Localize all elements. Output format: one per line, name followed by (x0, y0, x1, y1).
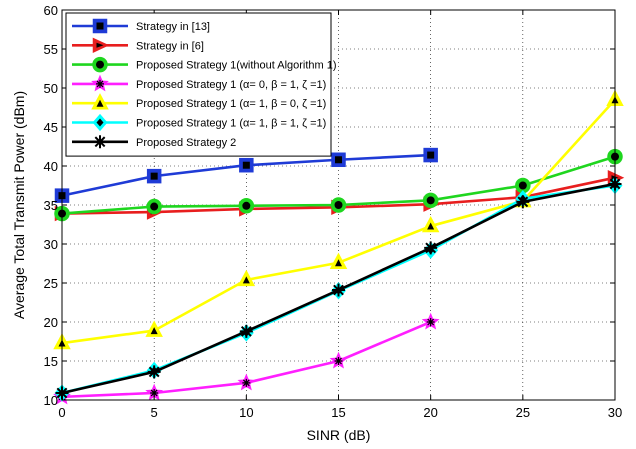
data-point-core (335, 156, 342, 164)
x-tick-label: 0 (58, 405, 65, 420)
legend-item: Proposed Strategy 1 (α= 1, β = 0, ζ =1) (72, 93, 326, 110)
data-point (332, 283, 345, 297)
data-point-core (150, 172, 158, 180)
y-axis-label: Average Total Transmit Power (dBm) (11, 91, 27, 319)
legend-label: Strategy in [13] (136, 21, 210, 33)
x-tick-label: 30 (608, 405, 622, 420)
legend-item: Proposed Strategy 1 (α= 1, β = 1, ζ =1) (72, 113, 326, 132)
legend-label: Proposed Strategy 2 (136, 137, 236, 149)
y-tick-label: 30 (44, 237, 58, 252)
legend-marker-core (96, 99, 104, 107)
y-tick-label: 50 (44, 81, 58, 96)
legend-marker (93, 135, 107, 149)
legend-label: Proposed Strategy 1 (α= 1, β = 0, ζ =1) (136, 98, 326, 110)
x-axis-label: SINR (dB) (307, 427, 371, 443)
y-tick-label: 15 (44, 354, 58, 369)
x-tick-label: 5 (151, 405, 158, 420)
data-point-core (334, 201, 343, 209)
legend-item: Strategy in [13] (72, 18, 210, 34)
data-point-core (242, 276, 250, 284)
data-point-core (150, 327, 158, 335)
legend-marker-core (96, 60, 104, 69)
x-tick-label: 15 (331, 405, 345, 420)
legend-marker-core (96, 118, 104, 127)
data-point-core (150, 388, 159, 397)
data-point-core (242, 201, 251, 210)
y-tick-label: 55 (44, 42, 58, 57)
data-point-core (426, 196, 435, 205)
legend-item: Proposed Strategy 1(without Algorithm 1) (72, 56, 337, 73)
data-point-core (334, 357, 343, 365)
legend-label: Proposed Strategy 1(without Algorithm 1) (136, 60, 337, 72)
y-tick-label: 45 (44, 120, 58, 135)
data-point-core (427, 222, 435, 230)
legend: Strategy in [13] Strategy in [6] Proposed … (65, 12, 337, 157)
data-point (147, 365, 161, 379)
legend-label: Strategy in [6] (136, 40, 204, 52)
x-tick-label: 25 (516, 405, 530, 420)
y-tick-label: 25 (44, 276, 58, 291)
x-tick-label: 10 (239, 405, 253, 420)
data-point-core (335, 259, 342, 267)
data-point (239, 324, 253, 338)
y-tick-label: 60 (44, 3, 58, 18)
y-tick-label: 40 (44, 159, 58, 174)
y-tick-label: 20 (44, 315, 58, 330)
data-point-core (150, 202, 159, 211)
legend-label: Proposed Strategy 1 (α= 0, β = 1, ζ =1) (136, 79, 326, 91)
x-tick-label: 20 (423, 405, 437, 420)
legend-item: Strategy in [6] (72, 37, 204, 53)
legend-marker-core (96, 79, 104, 88)
legend-item: Proposed Strategy 1 (α= 0, β = 1, ζ =1) (72, 74, 326, 92)
y-tick-label: 35 (44, 198, 58, 213)
legend-marker-core (96, 22, 104, 30)
data-point (424, 241, 438, 255)
data-point-core (426, 318, 435, 326)
legend-marker-core (96, 42, 104, 48)
series-layer (53, 89, 625, 405)
legend-label: Proposed Strategy 1 (α= 1, β = 1, ζ =1) (136, 118, 326, 130)
data-point-core (518, 181, 527, 190)
data-point (516, 195, 530, 209)
data-point-core (427, 151, 435, 159)
data-point-core (242, 161, 250, 169)
y-tick-label: 10 (44, 393, 58, 408)
data-point-core (242, 378, 251, 387)
legend-item: Proposed Strategy 2 (72, 135, 236, 149)
